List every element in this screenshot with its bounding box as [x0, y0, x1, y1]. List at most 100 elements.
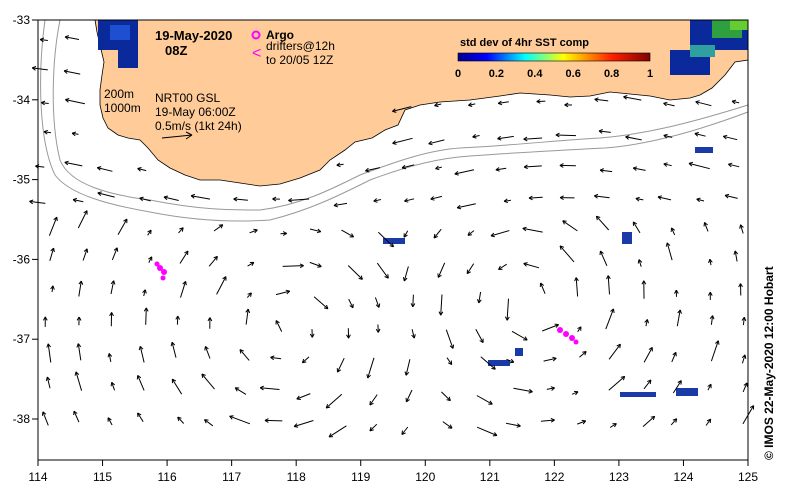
- current-arrow: [663, 162, 672, 167]
- current-arrow: [213, 224, 224, 232]
- current-arrow: [498, 263, 507, 270]
- current-arrow: [632, 221, 641, 234]
- current-arrow: [282, 263, 304, 269]
- current-arrow: [49, 247, 55, 261]
- current-arrow: [74, 371, 83, 391]
- product-time-label: 19-May 06:00Z: [155, 105, 236, 119]
- current-arrow: [97, 191, 115, 198]
- current-arrow: [325, 393, 343, 409]
- current-arrow: [275, 320, 283, 332]
- current-arrow: [96, 166, 113, 172]
- lon-tick-label: 120: [415, 470, 435, 484]
- current-arrow: [577, 419, 587, 425]
- current-arrow: [175, 315, 181, 325]
- scale-arrow: [161, 131, 193, 140]
- sst-patch-west: [98, 20, 138, 68]
- current-arrow: [468, 102, 476, 107]
- current-arrow: [50, 285, 55, 293]
- contour-1000m-label: 1000m: [104, 101, 141, 115]
- current-arrow: [434, 102, 442, 108]
- current-vectors: [29, 35, 755, 438]
- lat-tick-label: -33: [13, 13, 31, 27]
- current-arrow: [663, 133, 673, 139]
- current-arrow: [577, 326, 582, 333]
- current-arrow: [376, 262, 389, 279]
- current-arrow: [178, 227, 184, 234]
- current-arrow: [72, 197, 84, 203]
- current-arrow: [504, 298, 510, 321]
- colorbar-tick-label: 0.6: [566, 68, 581, 80]
- current-arrow: [571, 390, 579, 396]
- colorbar-tick-label: 0: [455, 68, 461, 80]
- current-arrow: [29, 199, 46, 205]
- current-arrow: [309, 261, 322, 268]
- current-arrow: [594, 97, 609, 103]
- current-arrow: [369, 394, 378, 406]
- current-arrow: [275, 289, 291, 296]
- current-arrow: [506, 422, 521, 428]
- latitude-ticks: -33 -34 -35 -36 -37 -38: [13, 13, 38, 426]
- current-arrow: [77, 210, 88, 229]
- current-arrow: [739, 224, 744, 234]
- current-arrow: [107, 353, 113, 362]
- current-arrow: [643, 379, 652, 390]
- current-arrow: [543, 356, 557, 362]
- current-arrow: [741, 316, 747, 326]
- current-arrow: [139, 196, 151, 202]
- current-arrow: [180, 280, 187, 298]
- current-arrow: [411, 329, 416, 339]
- lon-tick-label: 122: [544, 470, 564, 484]
- current-arrow: [296, 393, 311, 400]
- current-arrow: [433, 228, 442, 239]
- current-arrow: [472, 134, 480, 139]
- current-arrow: [497, 100, 509, 106]
- current-arrow: [301, 356, 310, 364]
- lon-tick-label: 115: [93, 470, 112, 484]
- current-arrow: [733, 250, 739, 262]
- current-arrow: [78, 280, 84, 297]
- current-arrow: [142, 289, 147, 297]
- current-arrow: [42, 316, 48, 327]
- current-arrow: [403, 230, 409, 238]
- current-arrow: [705, 418, 712, 426]
- current-arrow: [137, 412, 144, 422]
- current-arrow: [475, 329, 484, 344]
- current-arrow: [595, 215, 610, 231]
- current-arrow: [625, 135, 642, 141]
- colorbar: std dev of 4hr SST comp 0 0.2 0.4 0.6 0.8 1: [455, 37, 653, 80]
- current-arrow: [676, 309, 682, 327]
- current-arrow: [109, 312, 114, 327]
- current-arrow: [249, 228, 258, 234]
- current-arrow: [179, 250, 189, 264]
- current-arrow: [559, 245, 575, 263]
- current-arrow: [454, 169, 475, 176]
- current-arrow: [609, 423, 617, 428]
- sst-specks: [383, 147, 713, 397]
- current-arrow: [264, 418, 283, 423]
- current-arrow: [82, 248, 89, 261]
- current-arrow: [710, 340, 720, 362]
- current-arrow: [644, 319, 649, 327]
- current-arrow: [374, 297, 381, 308]
- current-arrow: [608, 343, 621, 360]
- current-arrow: [598, 129, 611, 134]
- current-arrow: [111, 247, 119, 261]
- current-arrow: [480, 356, 496, 370]
- contour-1000m: [40, 19, 749, 222]
- current-arrow: [39, 37, 48, 43]
- current-arrow: [201, 373, 215, 390]
- current-arrow: [523, 136, 543, 142]
- current-arrow: [64, 35, 80, 40]
- legend: 19-May-2020 08Z Argo < drifters@12h to 2…: [104, 28, 335, 140]
- current-arrow: [703, 222, 709, 232]
- argo-symbol: [251, 30, 261, 40]
- current-arrow: [674, 289, 679, 297]
- lat-tick-label: -38: [13, 412, 31, 426]
- sst-patch-east: [670, 20, 748, 75]
- credit-text: © IMOS 22-May-2020 12:00 Hobart: [762, 266, 776, 460]
- current-arrow: [430, 195, 443, 201]
- current-arrow: [528, 195, 543, 201]
- current-arrow: [467, 230, 475, 236]
- current-arrow: [333, 202, 348, 208]
